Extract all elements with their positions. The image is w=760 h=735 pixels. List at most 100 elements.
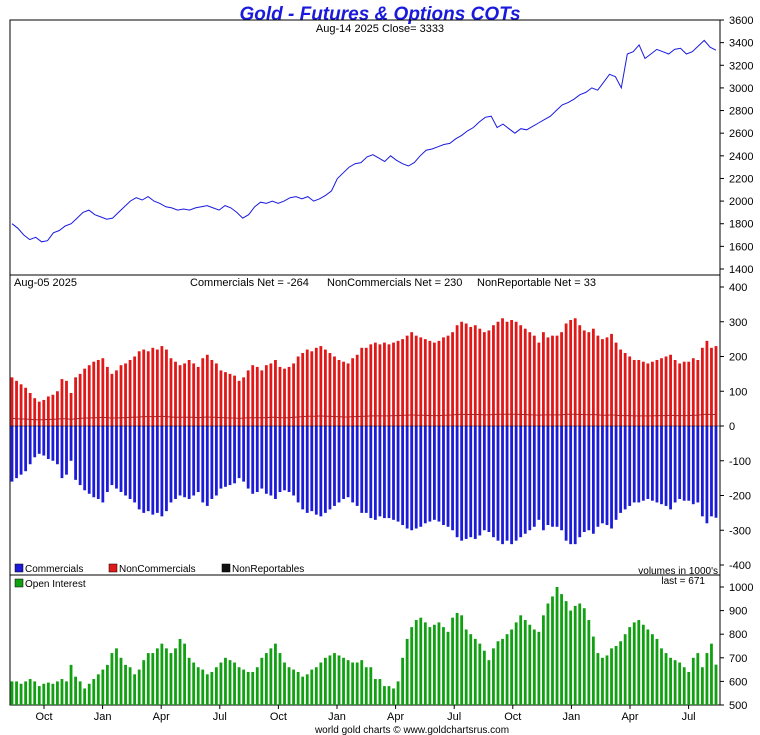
open-interest-bar [446, 631, 450, 705]
noncommercials-net-label: NonCommercials Net = 230 [327, 277, 462, 289]
open-interest-bar [414, 620, 418, 705]
commercials-bar [532, 426, 536, 527]
noncommercials-bar [56, 391, 59, 426]
noncommercials-bar [346, 363, 350, 426]
commercials-bar [705, 426, 709, 524]
commercials-bar [437, 426, 441, 522]
open-interest-bar [287, 667, 291, 705]
noncommercials-bar [655, 359, 659, 426]
commercials-bar [378, 426, 382, 517]
open-interest-bar [442, 627, 445, 705]
open-interest-bar [687, 671, 691, 705]
open-interest-bar [210, 671, 214, 705]
commercials-bar [119, 426, 123, 493]
commercials-bar [192, 426, 196, 496]
open-interest-bar [65, 681, 68, 705]
noncommercials-bar [691, 358, 695, 426]
oi-y-tick-label: 800 [729, 629, 747, 641]
open-interest-bar [469, 634, 473, 705]
noncommercials-bar [278, 366, 282, 426]
commercials-bar [224, 426, 227, 487]
commercials-bar [314, 426, 318, 515]
commercials-bar [641, 426, 645, 501]
commercials-bar [124, 426, 127, 496]
commercials-bar [601, 426, 604, 524]
noncommercials-bar [528, 332, 532, 426]
commercials-bar [428, 426, 432, 522]
open-interest-bar [537, 631, 541, 705]
legend-nonreportables: NonReportables [232, 564, 304, 575]
open-interest-bar [314, 667, 318, 705]
open-interest-bar [110, 653, 114, 705]
noncommercials-bar [664, 356, 668, 426]
commercials-bar [346, 426, 350, 498]
noncommercials-bar [433, 342, 436, 426]
noncommercials-bar [260, 370, 264, 426]
x-tick-label: Jan [94, 711, 112, 723]
footer-credit: world gold charts © www.goldchartsrus.co… [314, 725, 509, 735]
commercials-bar [528, 426, 532, 531]
commercials-bar [514, 426, 518, 541]
x-tick-label: Apr [621, 711, 638, 723]
noncommercials-bar [442, 337, 445, 426]
commercials-bar [423, 426, 427, 524]
open-interest-bar [564, 601, 568, 705]
price-y-tick-label: 2800 [729, 106, 753, 118]
noncommercials-bar [551, 335, 554, 426]
open-interest-bar [660, 648, 663, 705]
open-interest-bar [632, 622, 636, 705]
open-interest-bar [151, 653, 155, 705]
x-tick-label: Jul [213, 711, 227, 723]
price-y-tick-label: 2200 [729, 173, 753, 185]
noncommercials-bar [714, 346, 718, 426]
commercials-bar [355, 426, 359, 506]
noncommercials-bar [700, 347, 704, 426]
commercials-bar [101, 426, 105, 503]
noncommercials-bar [614, 342, 618, 426]
noncommercials-bar [10, 377, 14, 426]
open-interest-panel: Open Interest last = 671 500 600 700 800 900… [10, 576, 753, 723]
commercials-bar [523, 426, 527, 534]
cot-y-tick-label: 400 [729, 282, 747, 294]
noncommercials-bar [682, 361, 686, 426]
noncommercials-bar [469, 326, 473, 426]
commercials-bar [501, 426, 504, 545]
noncommercials-bar [19, 384, 23, 426]
noncommercials-bar [101, 358, 105, 426]
commercials-bar [673, 426, 677, 503]
noncommercials-bar [651, 361, 654, 426]
open-interest-bar [19, 683, 23, 705]
open-interest-bar [405, 638, 409, 705]
open-interest-bar [364, 667, 368, 705]
noncommercials-bar [696, 359, 700, 426]
commercials-bar [301, 426, 305, 510]
commercials-bar [10, 426, 14, 482]
commercials-bar [287, 426, 291, 493]
commercials-bar [392, 426, 395, 520]
noncommercials-bar [210, 359, 214, 426]
noncommercials-bar [414, 335, 418, 426]
open-interest-bar [614, 646, 618, 705]
commercials-bar [442, 426, 445, 526]
commercials-bar [69, 426, 73, 461]
open-interest-bar [710, 643, 713, 705]
open-interest-bar [178, 638, 182, 705]
open-interest-bar [610, 648, 613, 705]
open-interest-bar [255, 667, 259, 705]
noncommercials-bar [405, 335, 409, 426]
commercials-bar [251, 426, 255, 494]
noncommercials-bar [705, 340, 709, 426]
open-interest-bar [555, 587, 559, 705]
commercials-bar [65, 426, 68, 475]
noncommercials-bar [174, 361, 177, 426]
open-interest-bar [691, 657, 695, 705]
open-interest-bar [33, 681, 37, 705]
commercials-bar [464, 426, 468, 539]
commercials-bar [342, 426, 345, 499]
open-interest-bar [523, 620, 527, 705]
commercials-bar [669, 426, 672, 510]
open-interest-bar [264, 653, 268, 705]
commercials-bar [219, 426, 223, 489]
open-interest-bar [269, 648, 273, 705]
commercials-bar [183, 426, 186, 498]
